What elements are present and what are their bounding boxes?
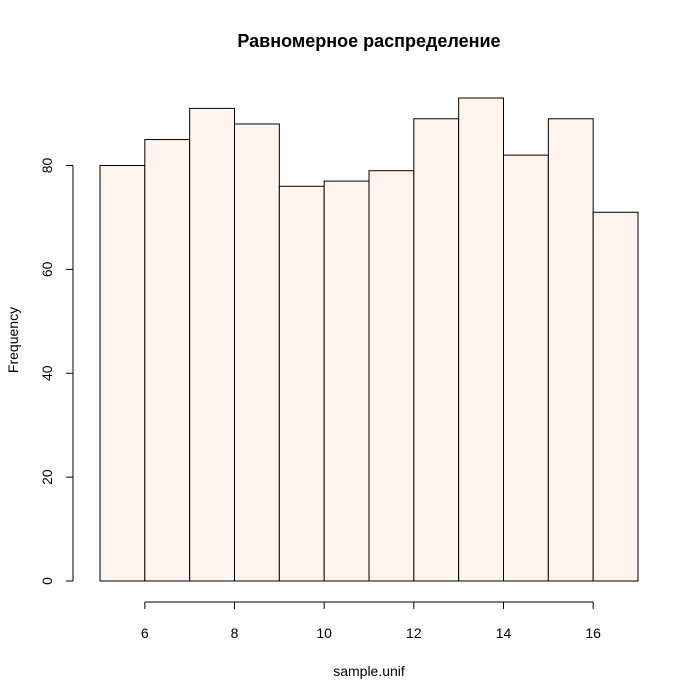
bars-group	[99, 97, 639, 582]
histogram-bar	[592, 211, 639, 582]
histogram-bar	[99, 165, 146, 582]
y-tick-label: 0	[39, 577, 55, 585]
histogram-bar	[547, 118, 594, 582]
x-axis-label: sample.unif	[333, 663, 405, 679]
histogram-bar	[413, 118, 460, 582]
x-axis: 6 8 10 12 14 16	[141, 601, 601, 641]
y-axis: 0 20 40 60 80	[39, 158, 74, 585]
x-tick-label: 14	[496, 625, 512, 641]
x-tick-label: 16	[585, 625, 601, 641]
x-tick-label: 12	[406, 625, 422, 641]
x-tick-label: 8	[231, 625, 239, 641]
y-tick-label: 20	[39, 469, 55, 485]
histogram-bar	[503, 154, 549, 582]
x-tick-label: 10	[316, 625, 332, 641]
y-axis-label: Frequency	[5, 307, 21, 373]
y-tick-label: 80	[39, 158, 55, 174]
x-tick-label: 6	[141, 625, 149, 641]
histogram-bar	[234, 123, 280, 582]
histogram-bar	[368, 170, 415, 582]
histogram-bar	[144, 139, 191, 582]
histogram-bar	[189, 107, 236, 582]
histogram-bar	[278, 185, 325, 582]
y-tick-label: 40	[39, 365, 55, 381]
chart-title: Равномерное распределение	[237, 31, 500, 51]
histogram-bar	[458, 97, 504, 582]
y-tick-label: 60	[39, 261, 55, 277]
histogram-bar	[323, 180, 370, 582]
